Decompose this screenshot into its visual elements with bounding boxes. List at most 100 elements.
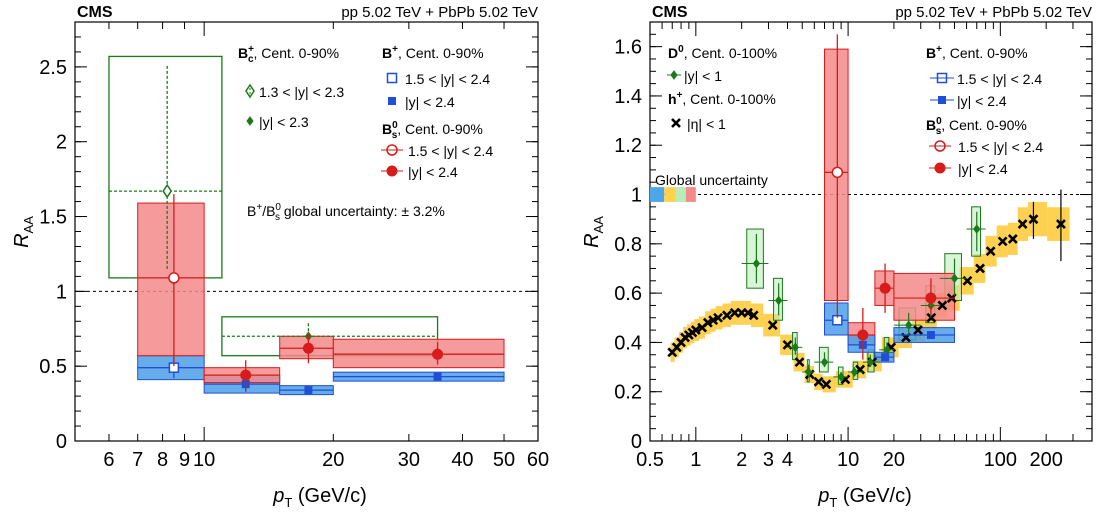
right-panel: CMS pp 5.02 TeV + PbPb 5.02 TeV 0 0.2 0.4 0.6… [581, 4, 1093, 510]
bs-syst-box [893, 272, 956, 321]
global-uncertainty-note: B+/B0 s global uncertainty: ± 3.2% [247, 202, 445, 223]
hadron-point [767, 320, 778, 331]
x-tick-label: 40 [451, 449, 473, 471]
legend-bs-entry: 1.5 < |y| < 2.4 [958, 139, 1043, 155]
y-tick-label: 1.6 [614, 37, 642, 59]
legend-bs-entry: |y| < 2.4 [958, 161, 1008, 177]
syst-box [332, 338, 505, 369]
hadron-point [813, 376, 824, 387]
hadron-point [985, 246, 996, 257]
y-tick-label: 0.2 [614, 382, 642, 404]
d0-points [741, 211, 986, 382]
energy-label: pp 5.02 TeV + PbPb 5.02 TeV [895, 4, 1092, 21]
legend-bplus-title: B+, Cent. 0-90% [382, 44, 484, 61]
data-point [302, 342, 314, 354]
hadron-point [1007, 233, 1018, 244]
global-uncertainty-label: Global uncertainty [655, 172, 768, 188]
x-tick-label: 6 [103, 449, 114, 471]
hadron-point [702, 317, 713, 328]
data-point [168, 272, 180, 284]
d0-point [905, 320, 913, 330]
left-panel: CMS pp 5.02 TeV + PbPb 5.02 TeV 0 0.5 1 1.5 2 2… [11, 4, 549, 510]
left-points [108, 63, 505, 395]
hadron-point [975, 263, 985, 274]
x-tick-label: 10 [193, 449, 215, 471]
x-tick-label: 200 [1029, 449, 1062, 471]
d0-point [820, 357, 829, 367]
legend-d0-entry: |y| < 1 [684, 68, 722, 84]
hadron-point [926, 312, 937, 323]
x-tick-label: 100 [984, 449, 1017, 471]
d0-point [973, 224, 981, 234]
y-tick-label: 1.4 [614, 86, 642, 108]
cms-label: CMS [77, 4, 113, 21]
x-tick-label: 7 [132, 449, 143, 471]
x-tick-label: 30 [398, 449, 420, 471]
data-point [433, 372, 442, 381]
legend-h-entry: |η| < 1 [687, 116, 726, 132]
data-point [240, 369, 252, 381]
hadron-syst-box [750, 303, 764, 328]
y-tick-label: 2.5 [39, 57, 67, 79]
x-axis-label: pT (GeV/c) [817, 485, 912, 510]
legend-bplus-entry: 1.5 < |y| < 2.4 [957, 71, 1042, 87]
left-legend: B+ c, Cent. 0-90% 1.3 < |y| < 2.3 |y| < 2.3… [238, 44, 493, 180]
y-tick-label: 1.2 [614, 135, 642, 157]
d0-syst-box [746, 228, 764, 289]
y-axis-label: RAA [11, 216, 36, 248]
y-tick-label: 0 [56, 431, 67, 453]
d0-point [837, 372, 845, 382]
hadron-point [937, 300, 948, 311]
global-uncertainty-box [675, 187, 686, 202]
legend-bplus-entry: 1.5 < |y| < 2.4 [405, 71, 490, 87]
legend-bc-entry: 1.3 < |y| < 2.3 [259, 84, 344, 100]
bplus-point [881, 353, 890, 362]
d0-point [804, 367, 813, 377]
energy-label: pp 5.02 TeV + PbPb 5.02 TeV [341, 4, 538, 21]
y-tick-label: 0.4 [614, 332, 642, 354]
legend-h-title: h+, Cent. 0-100% [668, 90, 776, 107]
y-tick-label: 1.5 [39, 207, 67, 229]
x-tick-label: 20 [883, 449, 905, 471]
global-uncertainty-box [650, 187, 665, 202]
hadron-point [748, 310, 759, 321]
hadron-syst-box [1028, 202, 1048, 237]
data-point [162, 183, 173, 199]
hadron-point [743, 307, 753, 318]
legend-marker [388, 97, 396, 105]
x-tick-label: 8 [157, 449, 168, 471]
x-tick-label: 9 [179, 449, 190, 471]
y-tick-label: 1 [56, 281, 67, 303]
legend-d0-title: D0, Cent. 0-100% [668, 44, 777, 61]
hadron-point [708, 315, 719, 326]
legend-marker [246, 116, 254, 126]
x-axis-label: pT (GeV/c) [272, 485, 367, 510]
y-axis-label: RAA [581, 216, 606, 248]
legend-bs-title: B0 s, Cent. 0-90% [382, 120, 483, 141]
legend-bs-title: B0 s, Cent. 0-90% [926, 116, 1027, 137]
hadron-point [1017, 219, 1028, 230]
x-tick-label: 20 [322, 449, 344, 471]
y-tick-label: 0.6 [614, 283, 642, 305]
global-uncertainty-boxes [650, 187, 696, 202]
legend-bplus-entry: |y| < 2.4 [405, 94, 455, 110]
data-point [432, 348, 444, 360]
d0-point [850, 367, 859, 377]
d0-point [752, 258, 761, 269]
x-tick-label: 0.5 [636, 449, 664, 471]
d0-point [950, 273, 959, 284]
x-tick-label: 50 [493, 449, 515, 471]
x-tick-label: 3 [763, 449, 774, 471]
legend-bc-title: B+ c, Cent. 0-90% [238, 44, 339, 65]
hadron-point [690, 325, 701, 336]
hadron-point [721, 310, 732, 321]
hadron-point [794, 357, 805, 368]
hadron-point [821, 379, 832, 390]
bs-point [879, 282, 891, 294]
global-uncertainty-box [685, 187, 696, 202]
bplus-point [926, 331, 935, 340]
bs-point [925, 292, 937, 304]
x-tick-label: 10 [837, 449, 859, 471]
